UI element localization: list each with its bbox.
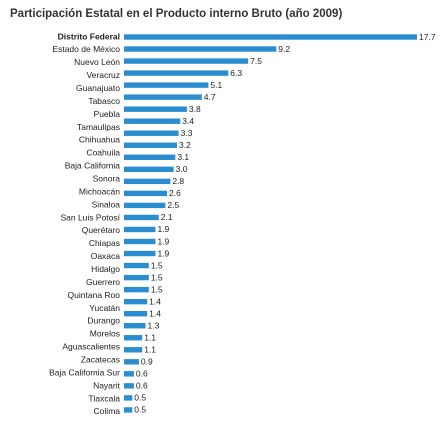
value-label: 1.9	[157, 248, 169, 258]
bar	[124, 190, 168, 197]
bar	[124, 310, 148, 317]
category-label: Nuevo León	[74, 57, 120, 67]
value-label: 3.1	[177, 152, 189, 162]
value-label: 0.9	[141, 357, 153, 367]
category-label: Veracruz	[86, 70, 120, 80]
bar	[124, 130, 179, 136]
bar	[124, 371, 134, 377]
category-label: Coahuila	[86, 148, 120, 158]
bar	[124, 274, 149, 281]
category-label: Tamaulipas	[77, 122, 120, 132]
bar	[124, 395, 133, 401]
category-label: Oaxaca	[91, 251, 121, 261]
value-label: 1.5	[151, 260, 163, 270]
value-label: 0.6	[136, 381, 148, 391]
chart-title: Participación Estatal en el Producto int…	[10, 8, 342, 20]
bar	[124, 262, 149, 269]
bar	[124, 202, 166, 209]
value-label: 17.7	[419, 32, 436, 42]
value-label: 0.6	[136, 369, 148, 379]
category-label: Aguascalientes	[62, 342, 120, 352]
category-label: Michoacán	[79, 186, 120, 196]
bar	[124, 298, 148, 305]
category-label: Morelos	[90, 329, 120, 339]
value-label: 1.9	[157, 236, 169, 246]
value-label: 9.2	[278, 44, 290, 54]
value-label: 1.5	[151, 272, 163, 282]
bar	[124, 70, 229, 76]
bar	[124, 142, 177, 148]
value-label: 0.5	[134, 405, 146, 415]
bar	[124, 347, 143, 353]
bar	[124, 118, 181, 124]
value-label: 2.6	[169, 188, 181, 198]
value-label: 1.4	[149, 308, 161, 318]
bar	[124, 383, 134, 389]
category-label: San Luis Potosí	[60, 212, 120, 222]
bar	[124, 407, 133, 413]
value-label: 6.3	[230, 68, 242, 78]
category-label: Puebla	[94, 109, 121, 119]
category-label: Chiapas	[89, 238, 120, 248]
bar	[124, 226, 156, 233]
value-label: 7.5	[250, 56, 262, 66]
bar	[124, 166, 174, 173]
bar	[124, 82, 209, 88]
value-label: 1.1	[144, 345, 156, 355]
bar	[124, 94, 202, 100]
category-label: Chihuahua	[79, 135, 120, 145]
value-label: 3.8	[189, 104, 201, 114]
category-label: Sonora	[93, 173, 121, 183]
bar	[124, 34, 417, 40]
value-label: 5.1	[210, 80, 222, 90]
category-label: Guanajuato	[76, 83, 120, 93]
category-label: Nayarit	[93, 380, 121, 390]
category-label: Yucatán	[89, 303, 120, 313]
bar	[124, 154, 176, 160]
category-label: Guerrero	[86, 277, 120, 287]
bar	[124, 46, 277, 52]
bar	[124, 286, 149, 293]
category-label: Estado de México	[52, 44, 120, 54]
bar	[124, 250, 156, 257]
category-label: Quintana Roo	[68, 290, 121, 300]
category-label: Querétaro	[82, 225, 121, 235]
value-label: 4.7	[204, 92, 216, 102]
value-label: 1.4	[149, 296, 161, 306]
bar	[124, 58, 249, 64]
value-label: 1.1	[144, 333, 156, 343]
value-label: 2.8	[172, 176, 184, 186]
category-label: Baja California Sur	[49, 367, 120, 377]
category-label: Distrito Federal	[58, 31, 120, 41]
category-label: Tlaxcala	[88, 393, 120, 403]
value-label: 2.5	[167, 200, 179, 210]
value-label: 3.2	[179, 140, 191, 150]
value-label: 1.9	[157, 224, 169, 234]
bar	[124, 323, 146, 329]
category-label: Tabasco	[88, 96, 120, 106]
category-label: Hidalgo	[91, 264, 120, 274]
bar	[124, 238, 156, 245]
category-label: Baja California	[65, 161, 121, 171]
value-label: 0.5	[134, 393, 146, 403]
value-label: 1.3	[148, 320, 160, 330]
category-label: Durango	[87, 316, 120, 326]
value-label: 3.0	[176, 164, 188, 174]
value-label: 3.4	[182, 116, 194, 126]
bar	[124, 214, 159, 221]
category-label: Colima	[94, 406, 121, 416]
value-label: 2.1	[161, 212, 173, 222]
bar	[124, 178, 171, 185]
bar	[124, 106, 187, 112]
bar	[124, 335, 143, 341]
category-label: Sinaloa	[92, 199, 121, 209]
bar	[124, 359, 139, 365]
value-label: 1.5	[151, 284, 163, 294]
category-label: Zacatecas	[81, 355, 120, 365]
value-label: 3.3	[181, 128, 193, 138]
